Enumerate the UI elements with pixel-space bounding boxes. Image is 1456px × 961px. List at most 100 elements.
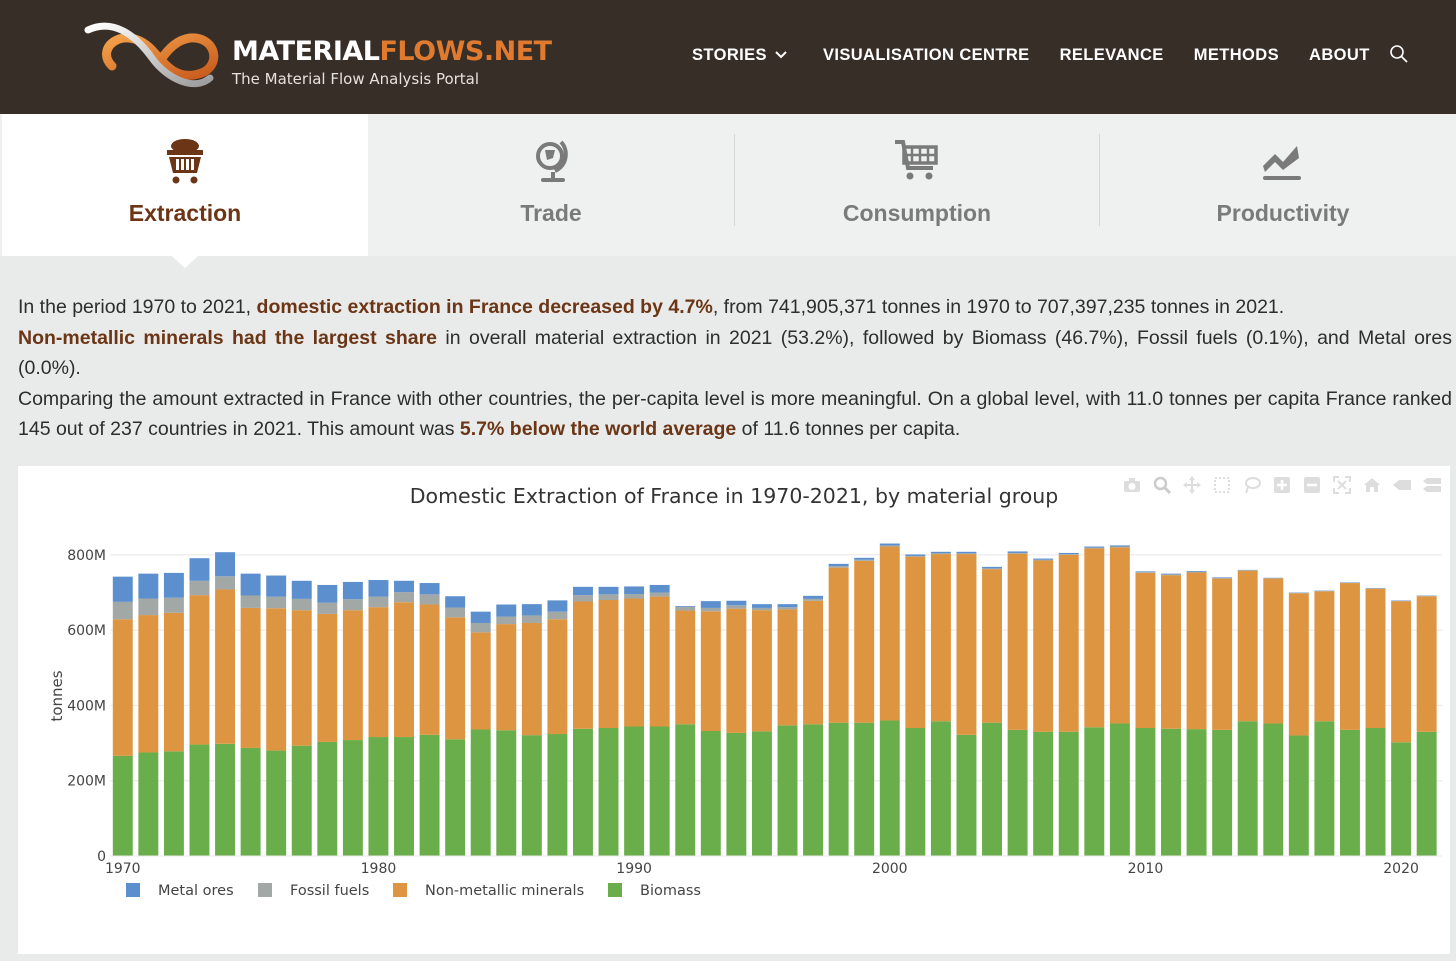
tab-extraction[interactable]: Extraction (2, 114, 368, 256)
bar-fossil-fuels-1972 (163, 597, 184, 613)
bar-fossil-fuels-1988 (573, 595, 593, 602)
bar-fossil-fuels-2007 (1058, 554, 1079, 555)
bar-fossil-fuels-1979 (342, 599, 363, 611)
bar-fossil-fuels-2000 (879, 545, 900, 547)
bar-metal-ores-2011 (1161, 573, 1181, 575)
bar-biomass-1997 (803, 724, 824, 856)
tab-divider (734, 134, 735, 226)
bar-fossil-fuels-2011 (1161, 574, 1181, 576)
tab-productivity[interactable]: Productivity (1100, 114, 1456, 256)
site-header: MATERIALFLOWS.NET The Material Flow Anal… (0, 0, 1456, 114)
logo-wordmark: MATERIALFLOWS.NET (232, 36, 552, 67)
zoom-in-icon[interactable] (1270, 474, 1294, 496)
bar-metal-ores-1983 (445, 596, 466, 608)
legend-item[interactable]: Biomass (608, 883, 701, 899)
bar-non-metallic-minerals-1985 (496, 624, 517, 731)
bar-metal-ores-2002 (930, 551, 951, 554)
chart-title: Domestic Extraction of France in 1970-20… (410, 484, 1059, 508)
indicator-tabs: Extraction Trade Consumption (0, 114, 1456, 256)
nav-stories[interactable]: STORIES (692, 46, 787, 65)
bar-metal-ores-1976 (266, 575, 287, 597)
bar-biomass-2010 (1135, 728, 1156, 856)
camera-icon[interactable] (1120, 474, 1144, 496)
bar-metal-ores-1974 (215, 552, 236, 577)
bar-non-metallic-minerals-2000 (879, 546, 900, 721)
bar-fossil-fuels-1996 (777, 607, 798, 610)
pan-icon[interactable] (1180, 474, 1204, 496)
box-select-icon[interactable] (1210, 474, 1234, 496)
legend-item[interactable]: Fossil fuels (258, 883, 369, 899)
bar-non-metallic-minerals-1978 (317, 613, 338, 742)
bar-non-metallic-minerals-2016 (1288, 593, 1309, 736)
summary-paragraph: In the period 1970 to 2021, domestic ext… (18, 296, 1285, 318)
bar-biomass-1983 (445, 739, 466, 856)
bar-metal-ores-1999 (854, 557, 875, 560)
bar-metal-ores-1984 (470, 611, 491, 623)
nav-visualisation-centre[interactable]: VISUALISATION CENTRE (822, 45, 1030, 64)
bar-metal-ores-1982 (419, 583, 440, 595)
bar-metal-ores-2010 (1135, 571, 1156, 573)
nav-methods[interactable]: METHODS (1193, 45, 1280, 64)
nav-about[interactable]: ABOUT (1309, 45, 1370, 64)
bar-metal-ores-2013 (1212, 577, 1233, 579)
bar-fossil-fuels-2002 (930, 553, 951, 555)
y-tick-label: 0 (97, 849, 106, 865)
bar-non-metallic-minerals-2013 (1212, 578, 1233, 730)
bar-non-metallic-minerals-1996 (777, 609, 798, 726)
tab-label: Extraction (128, 200, 242, 226)
bar-fossil-fuels-2008 (1084, 547, 1105, 549)
reset-axes-icon[interactable] (1360, 474, 1384, 496)
lasso-select-icon[interactable] (1240, 474, 1264, 496)
y-tick-label: 200M (67, 774, 106, 790)
bar-biomass-2004 (982, 722, 1003, 856)
bar-fossil-fuels-2003 (956, 553, 977, 555)
site-logo[interactable]: MATERIALFLOWS.NET The Material Flow Anal… (84, 18, 552, 94)
bar-metal-ores-1997 (803, 595, 824, 599)
bar-biomass-1998 (828, 722, 849, 856)
bar-non-metallic-minerals-1988 (573, 601, 593, 729)
bar-biomass-2007 (1058, 731, 1079, 856)
main-nav: STORIES VISUALISATION CENTRE RELEVANCE M… (692, 44, 1370, 66)
bar-non-metallic-minerals-2011 (1161, 575, 1181, 729)
bar-non-metallic-minerals-1997 (803, 600, 824, 725)
bar-biomass-2015 (1263, 723, 1284, 856)
x-tick-label: 2020 (1383, 861, 1419, 877)
tab-consumption[interactable]: Consumption (734, 114, 1100, 256)
bar-non-metallic-minerals-2005 (1007, 553, 1028, 730)
bar-fossil-fuels-2006 (1033, 559, 1054, 561)
bar-metal-ores-1981 (394, 580, 414, 593)
legend-item[interactable]: Metal ores (126, 883, 234, 899)
y-tick-label: 800M (67, 548, 106, 564)
zoom-icon[interactable] (1150, 474, 1174, 496)
bar-fossil-fuels-1986 (521, 615, 542, 623)
bar-fossil-fuels-1989 (598, 594, 619, 600)
zoom-out-icon[interactable] (1300, 474, 1324, 496)
bar-metal-ores-1980 (368, 580, 389, 597)
shopping-cart-icon (895, 140, 938, 180)
bar-metal-ores-1993 (700, 601, 721, 608)
bar-biomass-1995 (751, 731, 772, 856)
bar-non-metallic-minerals-1984 (470, 632, 491, 730)
bar-non-metallic-minerals-1993 (700, 611, 721, 732)
bar-fossil-fuels-1992 (675, 606, 696, 611)
bar-fossil-fuels-1987 (547, 611, 568, 620)
tab-label: Productivity (1216, 200, 1350, 226)
spike-lines-icon[interactable] (1390, 474, 1414, 496)
x-tick-label: 2000 (872, 861, 908, 877)
bar-non-metallic-minerals-1981 (394, 602, 414, 738)
bar-non-metallic-minerals-1980 (368, 607, 389, 738)
search-icon[interactable] (1389, 44, 1409, 64)
legend-item[interactable]: Non-metallic minerals (393, 883, 584, 899)
bar-fossil-fuels-1975 (240, 595, 261, 608)
bar-biomass-1988 (573, 728, 593, 856)
autoscale-icon[interactable] (1330, 474, 1354, 496)
compare-hover-icon[interactable] (1420, 474, 1444, 496)
bar-non-metallic-minerals-1992 (675, 610, 696, 725)
bar-non-metallic-minerals-1986 (521, 622, 542, 736)
nav-relevance[interactable]: RELEVANCE (1059, 45, 1164, 64)
bar-fossil-fuels-1999 (854, 559, 875, 561)
tab-trade[interactable]: Trade (368, 114, 734, 256)
legend-label: Non-metallic minerals (425, 883, 584, 899)
bar-metal-ores-1992 (675, 606, 696, 607)
stacked-bar-chart[interactable]: Domestic Extraction of France in 1970-20… (18, 466, 1450, 954)
